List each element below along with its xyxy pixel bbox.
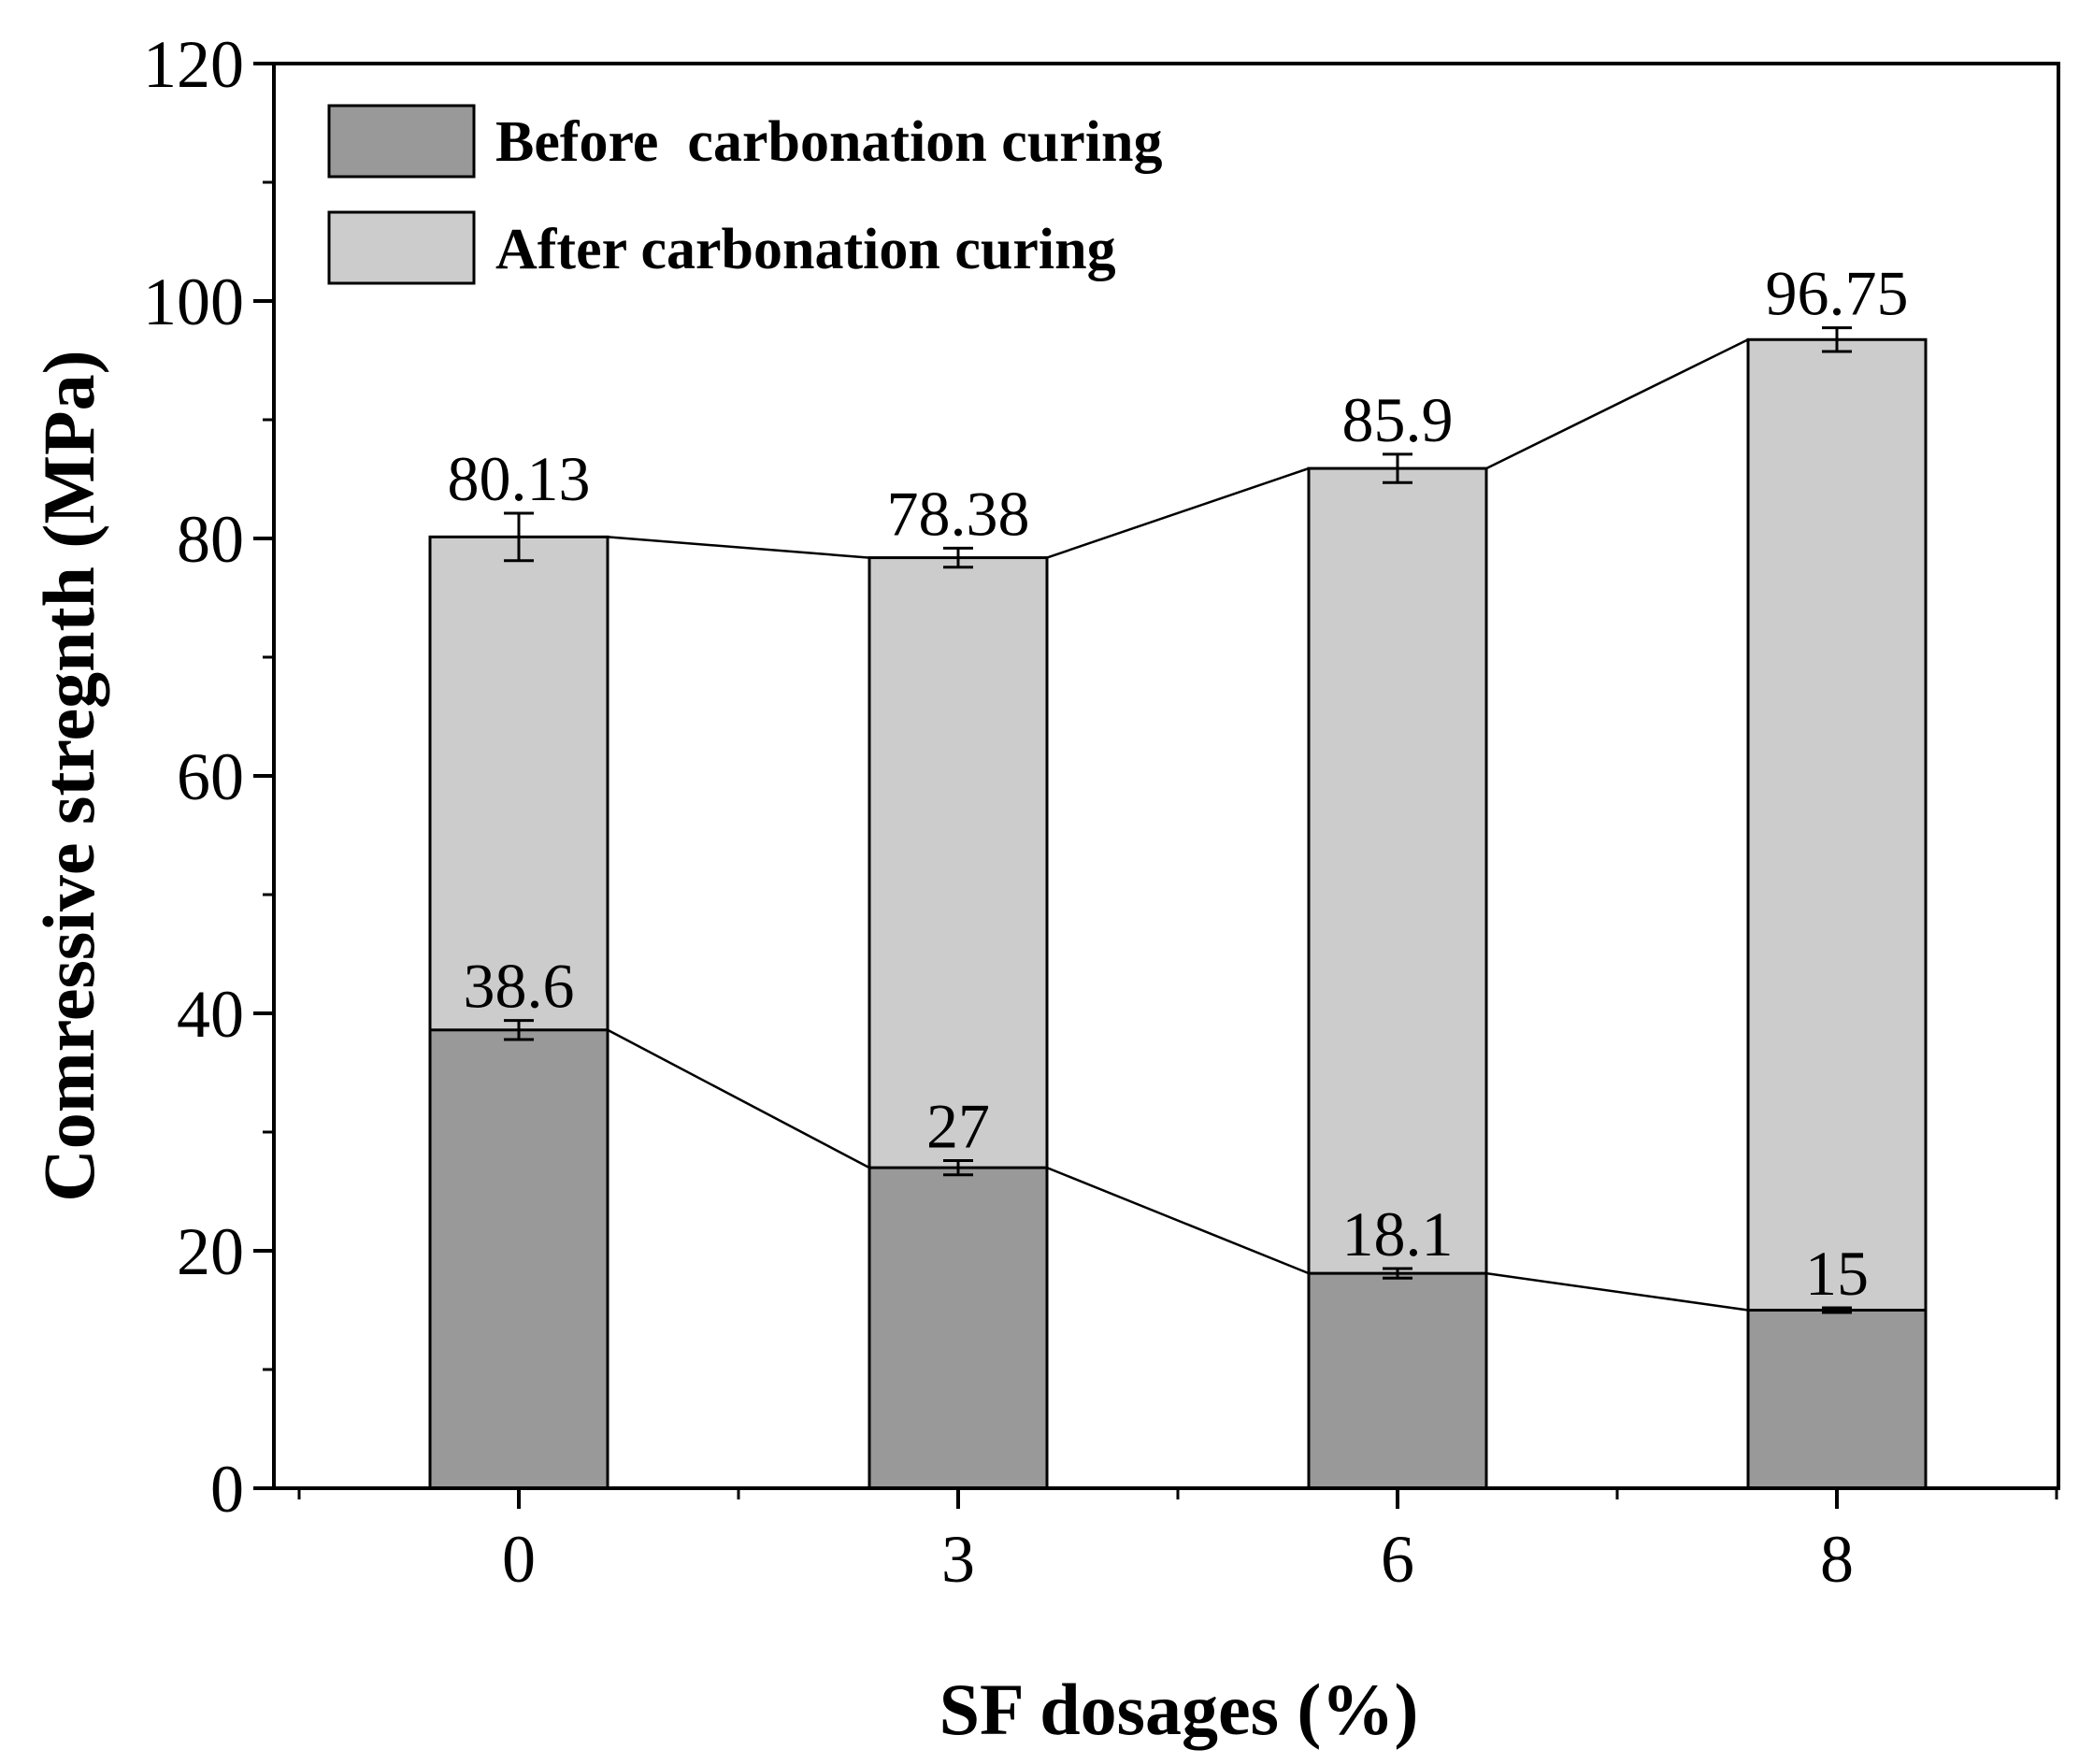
error-bar-before-8 [1822, 1306, 1852, 1314]
data-label-before-6: 18.1 [1342, 1198, 1454, 1269]
bar-before-0 [428, 1028, 609, 1490]
y-tick-label-40: 40 [177, 977, 244, 1052]
line-after-2 [1485, 338, 1749, 470]
x-tick-label-8: 8 [1820, 1522, 1854, 1597]
bar-before-3 [867, 1166, 1049, 1490]
line-before-1 [1046, 1166, 1310, 1275]
data-label-after-3: 78.38 [887, 478, 1030, 549]
x-tick-label-6: 6 [1381, 1522, 1414, 1597]
error-bar-before-0 [504, 1019, 534, 1041]
data-label-before-8: 15 [1805, 1238, 1869, 1309]
x-axis-title: SF dosages (%) [939, 1669, 1419, 1750]
y-tick-label-0: 0 [210, 1452, 244, 1527]
axes-layer: 0 20 40 60 80 100 120 0 3 6 8 [143, 27, 2060, 1597]
error-bar-before-3 [943, 1158, 973, 1177]
data-label-before-3: 27 [926, 1090, 990, 1161]
line-after-1 [1046, 466, 1310, 559]
error-bars-layer [504, 326, 1852, 1314]
data-label-before-0: 38.6 [464, 951, 575, 1022]
error-bar-after-8 [1822, 326, 1852, 353]
error-bar-after-3 [943, 546, 973, 569]
error-bar-before-6 [1383, 1267, 1412, 1280]
y-tick-label-120: 120 [143, 27, 244, 102]
bar-before-6 [1307, 1271, 1488, 1490]
error-bar-after-6 [1383, 452, 1412, 484]
error-bar-after-0 [504, 511, 534, 563]
y-tick-label-60: 60 [177, 739, 244, 814]
data-label-after-6: 85.9 [1342, 384, 1454, 455]
data-labels-layer: 38.6 27 18.1 15 80.13 78.38 85.9 96.75 [448, 258, 1909, 1309]
legend-swatch-before [327, 104, 476, 179]
bar-after-8 [1746, 337, 1928, 1490]
y-tick-label-100: 100 [143, 265, 244, 339]
x-tick-label-3: 3 [941, 1522, 975, 1597]
legend-label-after: After carbonation curing [495, 218, 1116, 281]
legend: Before carbonation curing After carbonat… [327, 104, 1163, 285]
y-axis-title: Comressive stregnth (MPa) [28, 350, 109, 1201]
data-label-after-0: 80.13 [448, 443, 591, 514]
line-before-0 [607, 1028, 870, 1169]
x-tick-label-0: 0 [502, 1522, 536, 1597]
bar-before-8 [1746, 1309, 1928, 1490]
connecting-lines-layer [607, 338, 1749, 1312]
bars-layer [428, 337, 1928, 1490]
y-tick-label-80: 80 [177, 502, 244, 577]
legend-swatch-after [327, 210, 476, 285]
y-tick-label-20: 20 [177, 1214, 244, 1289]
data-label-after-8: 96.75 [1766, 258, 1909, 329]
legend-label-before: Before carbonation curing [495, 110, 1163, 174]
line-after-0 [607, 536, 870, 559]
line-before-2 [1485, 1271, 1749, 1312]
